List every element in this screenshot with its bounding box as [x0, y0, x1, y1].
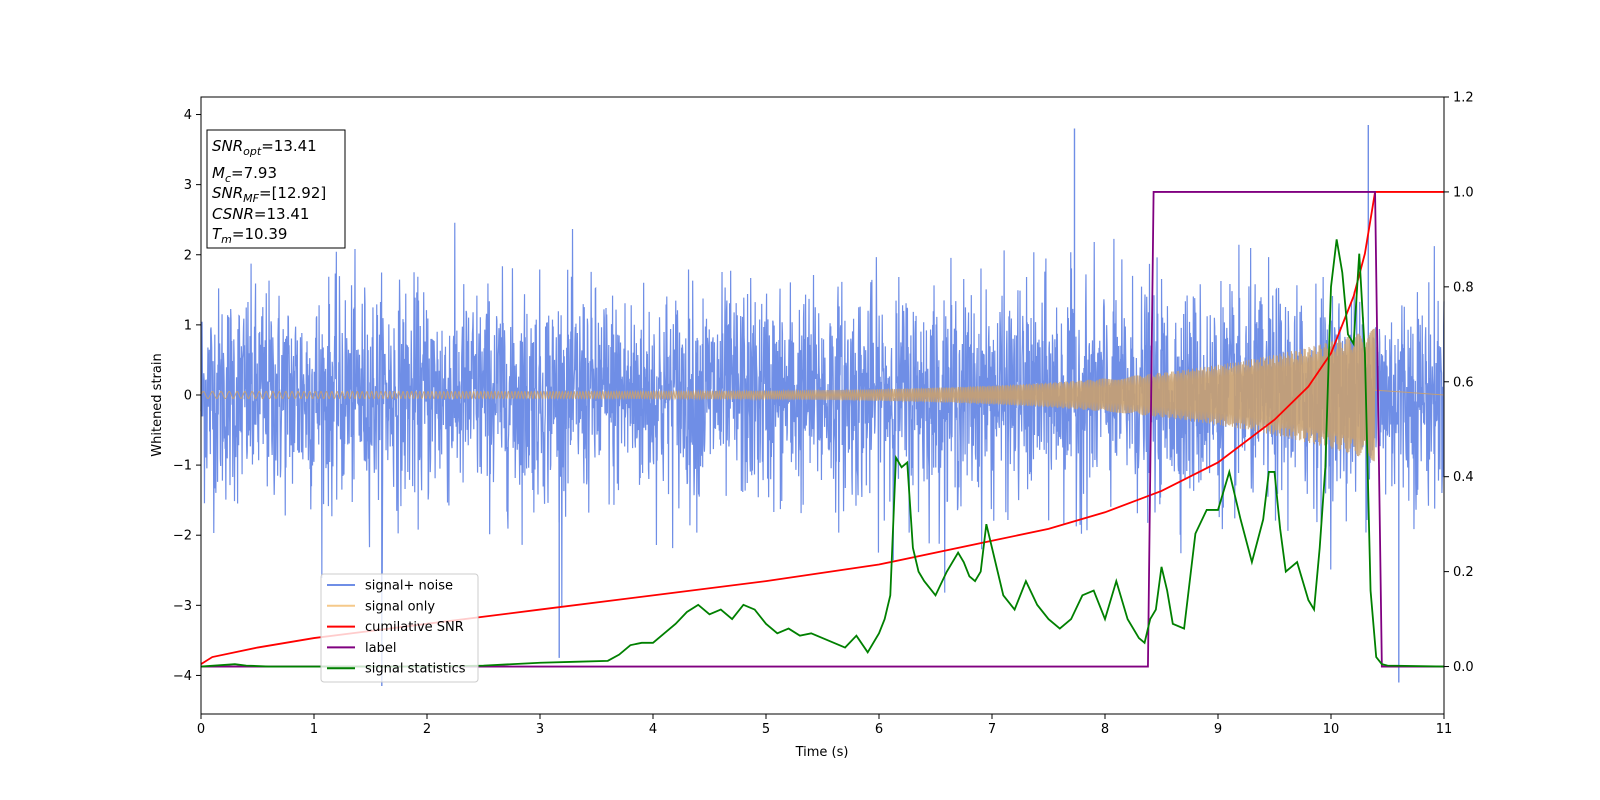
legend-label: label [365, 641, 396, 656]
y-right-tick-label: 1.0 [1453, 185, 1474, 200]
y-left-tick-label: 4 [184, 108, 192, 123]
info-tm: Tm=10.39 [212, 225, 287, 246]
legend-label: cumilative SNR [365, 620, 464, 635]
y-right-tick-label: 0.0 [1453, 660, 1474, 675]
y-left-tick-label: 3 [184, 178, 192, 193]
y-left-tick-label: −1 [173, 459, 192, 474]
y-axis-label: Whitened strain [150, 353, 165, 456]
x-tick-label: 7 [988, 722, 996, 737]
x-tick-label: 3 [536, 722, 544, 737]
y-left-tick-label: 2 [184, 248, 192, 263]
info-csnr: CSNR=13.41 [212, 205, 309, 223]
y-left-tick-label: −3 [173, 599, 192, 614]
signal-trace [200, 328, 1445, 462]
info-box-frame [206, 129, 346, 249]
legend-label: signal only [365, 599, 435, 614]
y-axis-right: 1.2 1.0 0.8 0.6 0.4 0.2 0.0 [1444, 91, 1474, 675]
x-tick-label: 6 [875, 722, 883, 737]
legend-label: signal statistics [365, 662, 466, 677]
x-tick-label: 4 [649, 722, 657, 737]
plot-frame [200, 96, 1445, 715]
y-left-tick-label: 1 [184, 318, 192, 333]
legend-frame [320, 573, 479, 683]
y-right-tick-label: 0.4 [1453, 470, 1474, 485]
plot-area [200, 125, 1445, 686]
y-right-tick-label: 0.8 [1453, 280, 1474, 295]
x-tick-label: 0 [197, 722, 205, 737]
x-axis: 0 1 2 3 4 5 6 7 8 9 10 11 [197, 714, 1452, 737]
x-tick-label: 5 [762, 722, 770, 737]
x-axis-label: Time (s) [795, 745, 849, 760]
y-axis-left: 4 3 2 1 0 −1 −2 −3 −4 [173, 108, 201, 684]
series-signal-only [200, 328, 1445, 462]
x-tick-label: 9 [1214, 722, 1222, 737]
y-right-tick-label: 0.2 [1453, 565, 1474, 580]
y-left-tick-label: 0 [184, 388, 192, 403]
x-tick-label: 11 [1436, 722, 1453, 737]
legend: signal+ noise signal only cumilative SNR la… [320, 573, 479, 683]
x-tick-label: 10 [1323, 722, 1340, 737]
y-right-tick-label: 0.6 [1453, 375, 1474, 390]
legend-label: signal+ noise [365, 579, 453, 594]
info-snr-mf: SNRMF=[12.92] [212, 184, 326, 205]
x-tick-label: 1 [310, 722, 318, 737]
series-signal-statistics-line [200, 239, 1445, 668]
y-left-tick-label: −4 [173, 669, 192, 684]
info-snr-opt: SNRopt=13.41 [212, 137, 317, 158]
info-mc: Mc=7.93 [212, 164, 277, 185]
x-tick-label: 8 [1101, 722, 1109, 737]
y-right-tick-label: 1.2 [1453, 91, 1474, 106]
y-left-tick-label: −2 [173, 529, 192, 544]
info-box: SNRopt=13.41 Mc=7.93 SNRMF=[12.92] CSNR=… [206, 129, 346, 249]
x-tick-label: 2 [423, 722, 431, 737]
